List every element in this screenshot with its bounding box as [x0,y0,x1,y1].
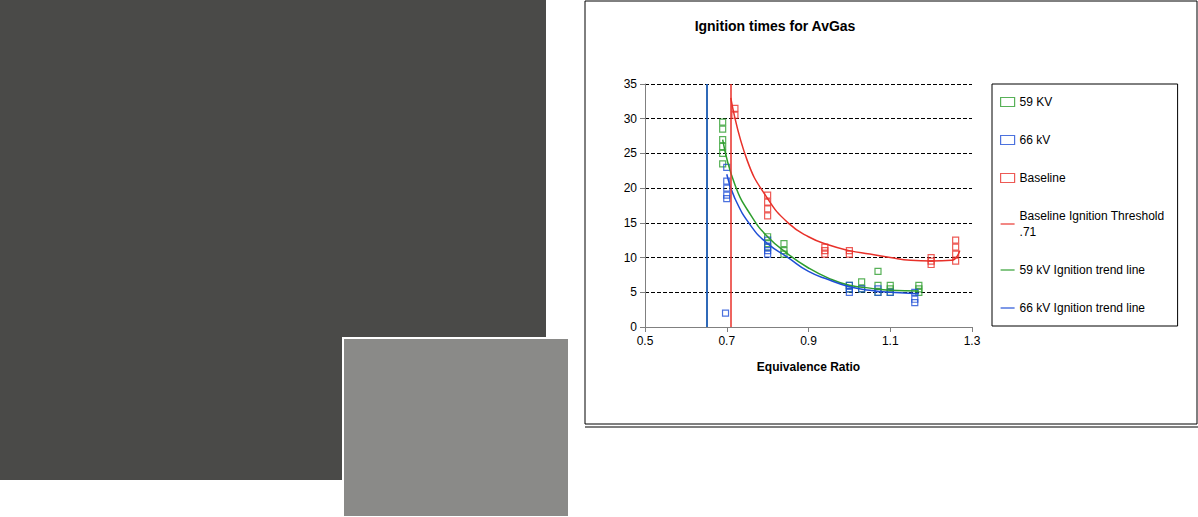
svg-text:.71: .71 [1020,225,1037,239]
svg-text:59 KV: 59 KV [1020,95,1053,109]
svg-text:25: 25 [624,146,638,160]
svg-text:30: 30 [624,112,638,126]
svg-text:Baseline Ignition Threshold: Baseline Ignition Threshold [1020,209,1168,223]
svg-text:5: 5 [630,285,637,299]
svg-text:15: 15 [624,216,638,230]
svg-text:0: 0 [630,320,637,334]
svg-text:Equivalence Ratio: Equivalence Ratio [757,360,860,374]
svg-text:1.3: 1.3 [964,334,981,348]
svg-text:1.1: 1.1 [882,334,899,348]
svg-text:0.9: 0.9 [800,334,817,348]
svg-text:20: 20 [624,181,638,195]
svg-text:Baseline: Baseline [1020,171,1066,185]
svg-text:66 kV: 66 kV [1020,133,1051,147]
svg-text:Ignition times for AvGas: Ignition times for AvGas [695,18,856,34]
svg-text:0.5: 0.5 [637,334,654,348]
svg-text:66 kV Ignition trend line: 66 kV Ignition trend line [1020,301,1146,315]
svg-text:59 kV Ignition trend line: 59 kV Ignition trend line [1020,263,1146,277]
svg-text:10: 10 [624,251,638,265]
svg-text:0.7: 0.7 [718,334,735,348]
svg-text:35: 35 [624,77,638,91]
